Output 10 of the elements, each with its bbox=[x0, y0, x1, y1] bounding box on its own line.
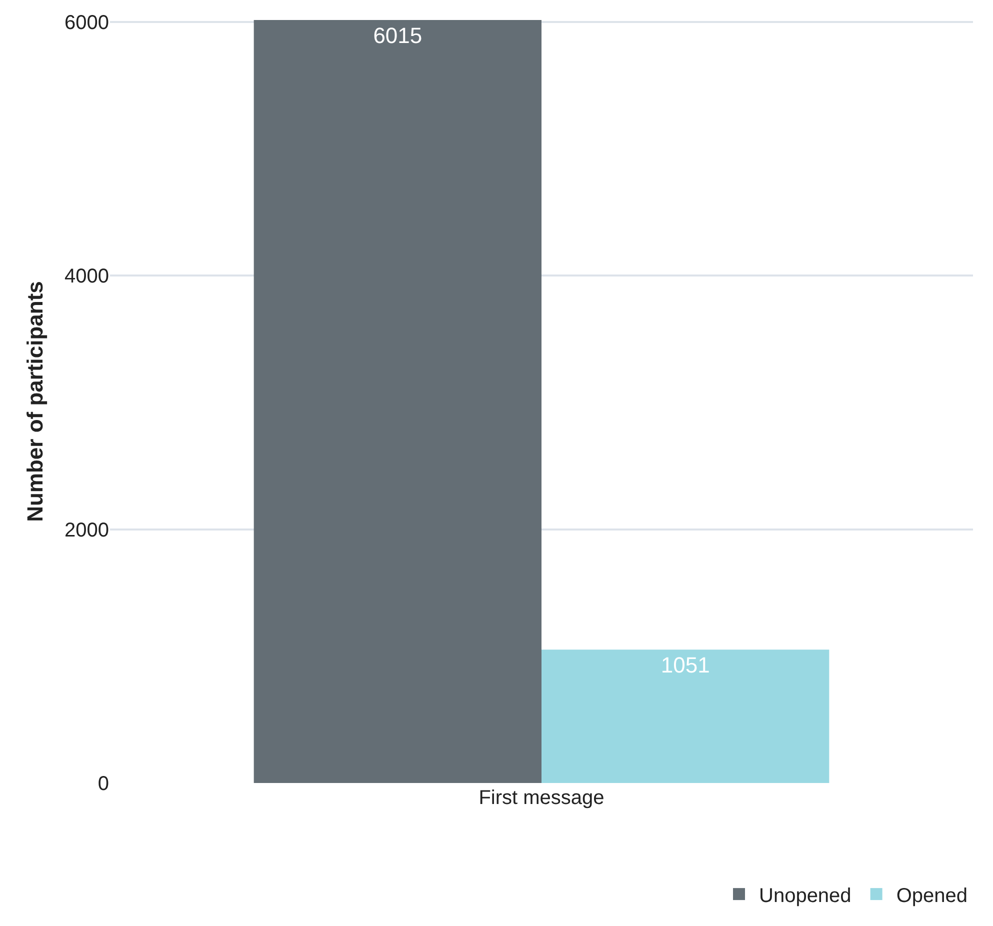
y-tick-label: 4000 bbox=[64, 266, 109, 288]
y-tick-label: 6000 bbox=[64, 12, 109, 34]
y-axis-title: Number of participants bbox=[22, 281, 48, 522]
y-tick-label: 0 bbox=[98, 773, 109, 795]
data-label: 1051 bbox=[660, 652, 710, 678]
x-tick-label: First message bbox=[478, 787, 604, 809]
legend-label: Unopened bbox=[759, 884, 852, 907]
legend-label: Opened bbox=[896, 884, 968, 907]
y-tick-label: 2000 bbox=[64, 519, 109, 542]
data-label: 6015 bbox=[373, 23, 422, 48]
